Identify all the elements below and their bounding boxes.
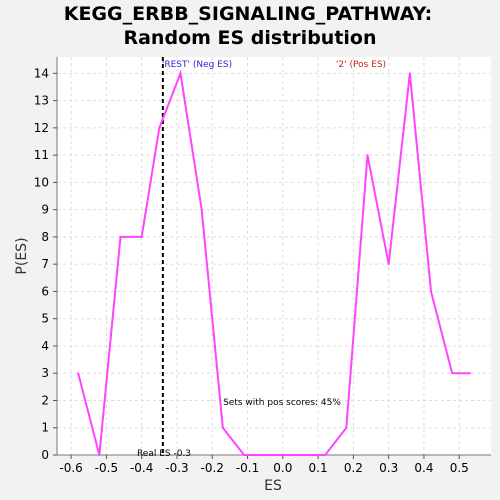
data-point — [387, 263, 390, 266]
data-point — [285, 454, 288, 456]
data-point — [408, 72, 411, 75]
x-tick-label: 0.5 — [450, 461, 469, 475]
y-tick-label: 13 — [34, 94, 49, 108]
neg-es-label: 'REST' (Neg ES) — [162, 60, 232, 70]
y-tick-label: 3 — [41, 366, 49, 380]
x-axis-ticks: -0.6 -0.5 -0.4 -0.3 -0.2 -0.1 0.0 0.1 0.2 0.3 0.4 0… — [59, 455, 469, 475]
x-tick-label: 0.4 — [414, 461, 433, 475]
x-tick-label: -0.4 — [130, 461, 153, 475]
y-tick-label: 1 — [41, 421, 49, 435]
y-tick-label: 10 — [34, 175, 49, 189]
x-tick-label: 0.0 — [273, 461, 292, 475]
plot-area — [57, 57, 491, 455]
x-tick-label: -0.5 — [95, 461, 118, 475]
data-point — [451, 372, 454, 375]
x-tick-label: 0.2 — [344, 461, 363, 475]
data-point — [306, 454, 309, 456]
y-tick-label: 9 — [41, 203, 49, 217]
data-point — [324, 454, 327, 456]
sets-pos-scores-text: Sets with pos scores: 45% — [223, 398, 341, 408]
pos-es-label: '2' (Pos ES) — [336, 60, 386, 70]
y-tick-label: 2 — [41, 393, 49, 407]
x-tick-label: 0.3 — [379, 461, 398, 475]
data-point — [468, 372, 471, 375]
x-tick-label: -0.6 — [59, 461, 82, 475]
data-point — [140, 235, 143, 238]
y-tick-label: 12 — [34, 121, 49, 135]
y-tick-label: 7 — [41, 257, 49, 271]
data-point — [430, 290, 433, 293]
data-point — [243, 454, 246, 456]
data-point — [345, 426, 348, 429]
y-axis-label: P(ES) — [14, 237, 30, 274]
data-point — [200, 208, 203, 211]
data-point — [77, 372, 80, 375]
y-tick-label: 11 — [34, 148, 49, 162]
es-distribution-line — [77, 69, 470, 456]
y-tick-label: 8 — [41, 230, 49, 244]
y-tick-label: 4 — [41, 339, 49, 353]
data-points — [77, 72, 471, 456]
y-tick-label: 5 — [41, 312, 49, 326]
chart-title-line1: KEGG_ERBB_SIGNALING_PATHWAY: — [64, 3, 433, 25]
data-point — [158, 126, 161, 129]
data-point — [179, 72, 182, 75]
data-point — [221, 426, 224, 429]
y-tick-label: 14 — [34, 66, 49, 80]
y-tick-label: 6 — [41, 284, 49, 298]
x-tick-label: 0.1 — [309, 461, 328, 475]
x-tick-label: -0.3 — [165, 461, 188, 475]
x-tick-label: -0.1 — [236, 461, 259, 475]
data-point — [119, 235, 122, 238]
x-axis-label: ES — [264, 478, 282, 494]
x-tick-label: -0.2 — [201, 461, 224, 475]
chart-title-line2: Random ES distribution — [123, 27, 376, 49]
data-point — [264, 454, 267, 456]
real-es-text: Real ES -0.3 — [137, 449, 191, 459]
y-tick-label: 0 — [41, 448, 49, 462]
data-point — [98, 454, 101, 456]
data-point — [366, 154, 369, 157]
